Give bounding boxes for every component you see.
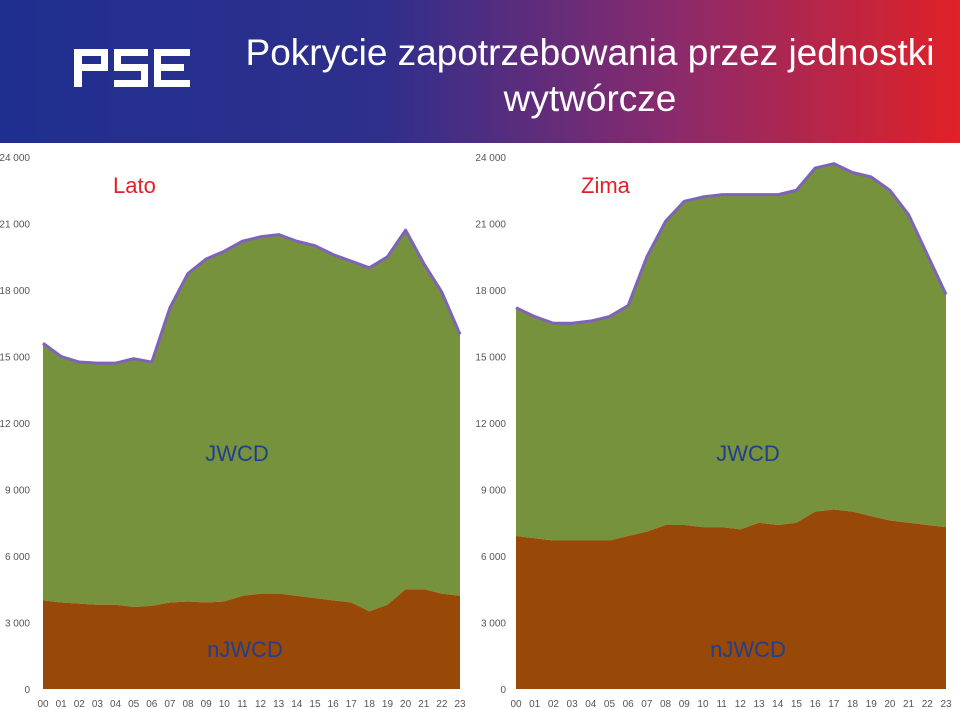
x-tick-label: 04 (585, 699, 597, 709)
x-tick-label: 18 (847, 699, 859, 709)
annotation-jwcd: JWCD (716, 441, 780, 466)
series-area-jwcd (516, 163, 946, 541)
y-tick-label: 21 000 (475, 220, 506, 231)
x-tick-label: 19 (866, 699, 878, 709)
x-tick-label: 10 (219, 699, 231, 709)
x-tick-label: 05 (128, 699, 140, 709)
x-tick-label: 13 (753, 699, 765, 709)
x-tick-label: 03 (92, 699, 104, 709)
y-tick-label: 15 000 (475, 353, 506, 364)
x-tick-label: 05 (604, 699, 616, 709)
y-tick-label: 6 000 (481, 552, 506, 563)
x-tick-label: 15 (791, 699, 803, 709)
series-line-demand (515, 162, 948, 325)
x-tick-label: 20 (400, 699, 412, 709)
x-tick-label: 10 (697, 699, 709, 709)
x-tick-label: 21 (903, 699, 915, 709)
x-tick-label: 22 (922, 699, 934, 709)
x-tick-label: 23 (454, 699, 466, 709)
x-tick-label: 09 (679, 699, 691, 709)
x-tick-label: 08 (660, 699, 672, 709)
title-line-1: Pokrycie zapotrzebowania przez jednostki (245, 32, 935, 73)
y-tick-label: 12 000 (0, 419, 30, 430)
x-tick-label: 17 (346, 699, 358, 709)
x-tick-label: 14 (291, 699, 303, 709)
x-tick-label: 08 (182, 699, 194, 709)
x-tick-label: 12 (255, 699, 267, 709)
x-tick-label: 19 (382, 699, 394, 709)
series-area-jwcd (43, 230, 460, 612)
y-tick-label: 6 000 (5, 552, 30, 563)
x-tick-label: 02 (548, 699, 560, 709)
x-tick-label: 17 (828, 699, 840, 709)
y-tick-label: 0 (24, 685, 30, 696)
y-tick-label: 3 000 (481, 619, 506, 630)
x-tick-label: 22 (436, 699, 448, 709)
x-tick-label: 18 (364, 699, 376, 709)
y-tick-label: 12 000 (475, 419, 506, 430)
x-tick-label: 13 (273, 699, 285, 709)
y-tick-label: 24 000 (475, 153, 506, 164)
chart-title: Zima (581, 173, 631, 198)
x-tick-label: 11 (237, 699, 248, 709)
y-tick-label: 21 000 (0, 220, 30, 231)
x-tick-label: 06 (623, 699, 635, 709)
x-tick-label: 12 (735, 699, 747, 709)
x-tick-label: 01 (56, 699, 68, 709)
x-tick-label: 15 (309, 699, 321, 709)
x-tick-label: 00 (510, 699, 522, 709)
x-tick-label: 11 (716, 699, 727, 709)
header-banner: Pokrycie zapotrzebowania przez jednostki… (0, 0, 960, 143)
pse-logo (74, 49, 190, 87)
y-tick-label: 18 000 (475, 286, 506, 297)
y-tick-label: 0 (500, 685, 506, 696)
x-tick-label: 03 (567, 699, 579, 709)
x-tick-label: 02 (74, 699, 86, 709)
y-tick-label: 15 000 (0, 353, 30, 364)
annotation-njwcd: nJWCD (710, 637, 786, 662)
x-tick-label: 20 (884, 699, 896, 709)
page-title: Pokrycie zapotrzebowania przez jednostki… (210, 30, 960, 122)
x-tick-label: 06 (146, 699, 158, 709)
y-tick-label: 3 000 (5, 619, 30, 630)
series-line-demand (42, 228, 462, 365)
series-area-njwcd (43, 589, 460, 689)
x-tick-label: 16 (328, 699, 340, 709)
title-line-2: wytwórcze (503, 78, 677, 119)
y-tick-label: 18 000 (0, 286, 30, 297)
chart-title: Lato (113, 173, 156, 198)
y-tick-label: 9 000 (481, 486, 506, 497)
x-tick-label: 04 (110, 699, 122, 709)
x-tick-label: 14 (772, 699, 784, 709)
annotation-jwcd: JWCD (205, 441, 269, 466)
series-area-njwcd (516, 509, 946, 689)
annotation-njwcd: nJWCD (207, 637, 283, 662)
x-tick-label: 09 (201, 699, 213, 709)
x-tick-label: 01 (529, 699, 541, 709)
y-tick-label: 9 000 (5, 486, 30, 497)
x-tick-label: 21 (418, 699, 430, 709)
x-tick-label: 07 (641, 699, 653, 709)
x-tick-label: 07 (164, 699, 176, 709)
x-tick-label: 23 (940, 699, 952, 709)
y-tick-label: 24 000 (0, 153, 30, 164)
x-tick-label: 00 (37, 699, 49, 709)
x-tick-label: 16 (810, 699, 822, 709)
